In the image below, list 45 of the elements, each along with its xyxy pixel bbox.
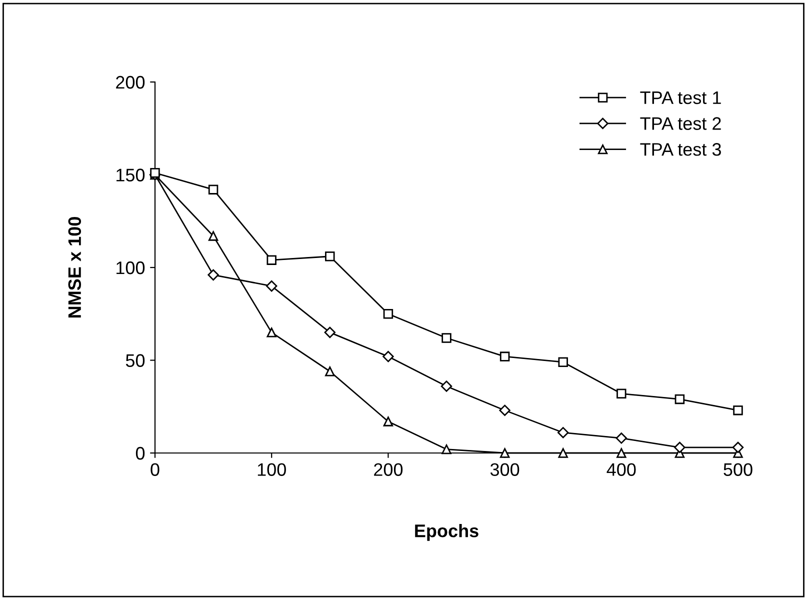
point [383,416,394,426]
point [208,184,218,194]
point [440,380,452,392]
y-axis-title: NMSE x 100 [68,217,82,318]
point [266,255,276,265]
point [733,405,743,416]
point [442,444,452,454]
legend-label: TPA test 1 [640,91,721,104]
legend-label: TPA test 2 [640,117,721,130]
x-axis-title: Epochs [415,524,478,541]
point [558,448,568,458]
point [266,280,278,292]
x-tick-label: 300 [490,463,520,476]
x-tick-label: 100 [258,463,286,476]
x-tick-label: 200 [374,463,403,476]
y-tick-label: 200 [116,76,145,89]
legend-label: TPA test 3 [640,143,721,156]
point [383,309,394,319]
point [557,426,569,438]
point [325,252,335,262]
point [325,366,335,376]
x-tick-label: 500 [724,463,752,476]
point [500,448,510,458]
point [674,394,685,404]
x-tick-label: 400 [606,463,636,476]
point [442,333,452,343]
point [674,442,686,454]
x-tick-label: 0 [150,463,160,476]
point [616,388,626,398]
y-tick-label: 50 [126,354,145,367]
point [616,432,628,444]
y-tick-label: 100 [116,261,145,274]
point [382,350,394,362]
point [616,448,626,458]
y-tick-label: 150 [116,168,145,182]
y-tick-label: 0 [136,446,145,460]
point [208,269,219,281]
point [208,231,218,241]
point [558,357,568,367]
point [324,326,336,338]
point [732,442,744,454]
point [266,328,276,338]
point [499,404,510,416]
point [500,352,510,362]
point [150,168,160,178]
